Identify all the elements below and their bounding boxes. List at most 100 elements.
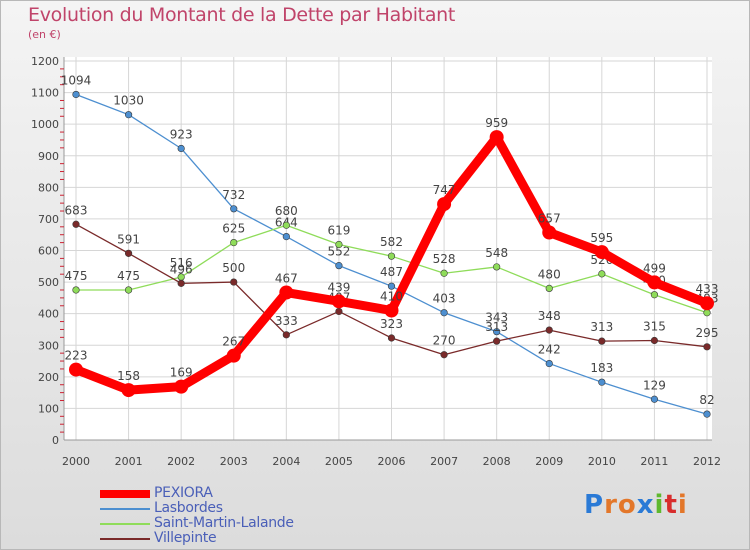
data-label: 313 (590, 320, 613, 334)
data-point (230, 239, 238, 247)
chart-subtitle: (en €) (28, 28, 61, 41)
x-tick-label: 2006 (378, 455, 406, 468)
legend-swatch (100, 538, 150, 540)
data-point (177, 144, 185, 153)
y-tick-label: 900 (38, 150, 59, 163)
data-point (598, 378, 606, 386)
data-point (594, 245, 609, 260)
data-point (230, 205, 238, 213)
data-label: 619 (327, 223, 350, 237)
data-point (331, 294, 346, 309)
data-label: 591 (117, 232, 140, 246)
x-tick-label: 2009 (535, 455, 563, 468)
y-tick-label: 500 (38, 276, 59, 289)
legend-swatch (100, 490, 150, 498)
logo-letter: o (617, 490, 637, 520)
data-label: 315 (643, 320, 666, 334)
data-point (545, 326, 553, 334)
data-label: 323 (380, 317, 403, 331)
data-point (647, 275, 662, 290)
x-tick-label: 2010 (588, 455, 616, 468)
data-label: 439 (327, 280, 350, 294)
data-label: 496 (170, 262, 193, 276)
data-label: 433 (696, 282, 719, 296)
data-point (124, 286, 133, 294)
data-point (703, 410, 711, 418)
data-label: 158 (117, 369, 140, 383)
data-point (124, 249, 133, 257)
data-label: 499 (643, 261, 666, 275)
y-tick-label: 700 (38, 213, 59, 226)
data-label: 1030 (113, 94, 144, 108)
y-tick-label: 300 (38, 339, 59, 352)
data-point (650, 291, 659, 299)
data-point (72, 90, 80, 99)
legend-label: Lasbordes (154, 500, 223, 516)
data-label: 487 (380, 265, 403, 279)
logo-letter: i (654, 490, 665, 520)
data-label: 1094 (61, 73, 92, 87)
x-tick-label: 2012 (693, 455, 721, 468)
data-point (124, 111, 133, 119)
data-point (703, 309, 711, 317)
data-point (335, 307, 343, 316)
data-label: 747 (433, 183, 456, 197)
data-point (335, 262, 343, 270)
data-point (230, 278, 238, 286)
data-point (335, 240, 343, 249)
data-label: 242 (538, 343, 561, 357)
data-label: 82 (699, 393, 714, 407)
data-point (282, 233, 290, 241)
data-label: 169 (170, 366, 193, 380)
x-tick-label: 2002 (167, 455, 195, 468)
data-label: 959 (485, 116, 508, 130)
data-label: 595 (590, 231, 613, 245)
data-point (493, 337, 501, 345)
logo-letter: P (584, 490, 605, 520)
data-label: 475 (117, 269, 140, 283)
data-label: 295 (696, 326, 719, 340)
x-tick-label: 2000 (62, 455, 90, 468)
legend-label: Saint-Martin-Lalande (154, 515, 294, 531)
data-label: 475 (65, 269, 88, 283)
data-point (174, 379, 189, 394)
data-label: 467 (275, 272, 298, 286)
data-point (493, 328, 501, 336)
data-label: 528 (433, 252, 456, 266)
data-point (121, 383, 136, 398)
series-pexiora: 223 158 169 267 467 439 410 747 959 657 595 499 433 (65, 116, 719, 398)
data-label: 313 (485, 320, 508, 334)
chart-title: Evolution du Montant de la Dette par Hab… (28, 4, 456, 26)
data-label: 680 (275, 204, 298, 218)
y-tick-label: 200 (38, 371, 59, 384)
data-label: 267 (222, 335, 245, 349)
data-point (279, 285, 294, 300)
legend-label: Villepinte (154, 530, 217, 546)
data-point (226, 348, 241, 363)
data-point (72, 220, 80, 228)
data-label: 516 (170, 256, 193, 270)
logo-letter: r (604, 490, 618, 520)
data-label: 500 (222, 261, 245, 275)
x-tick-label: 2003 (220, 455, 248, 468)
data-label: 348 (538, 309, 561, 323)
data-point (440, 351, 448, 359)
data-label: 625 (222, 222, 245, 236)
data-point (387, 282, 396, 290)
data-label: 223 (65, 349, 88, 363)
data-label: 923 (170, 127, 193, 141)
x-tick-label: 2001 (115, 455, 143, 468)
data-point (72, 286, 80, 294)
legend-label: PEXIORA (154, 485, 213, 501)
data-label: 552 (327, 245, 350, 259)
data-point (440, 269, 448, 277)
data-label: 410 (380, 290, 403, 304)
data-point (440, 309, 448, 317)
series-lasbordes: 1094103092373264455248740334324218312982 (61, 73, 715, 418)
data-label: 732 (222, 188, 245, 202)
data-label: 480 (538, 267, 561, 281)
x-tick-label: 2008 (483, 455, 511, 468)
data-label: 183 (590, 361, 613, 375)
data-point (387, 252, 396, 260)
data-label: 333 (275, 314, 298, 328)
